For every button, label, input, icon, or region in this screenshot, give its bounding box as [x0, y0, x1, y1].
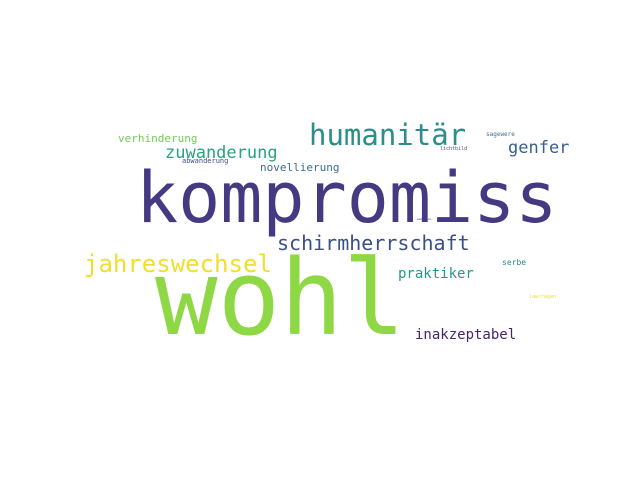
word-lawrragen: lawrragen	[529, 294, 557, 300]
word-empreeen: empreeen	[417, 217, 432, 221]
word-lichtbild: lichtbild	[440, 146, 468, 152]
word-zuwanderung: zuwanderung	[165, 143, 278, 163]
word-abwanderung: abwanderung	[182, 157, 229, 165]
word-sagewere: sagewere	[486, 131, 515, 138]
word-kompromiss: kompromiss	[136, 157, 558, 239]
word-verhinderung: verhinderung	[118, 132, 198, 145]
word-novellierung: novellierung	[260, 161, 340, 174]
word-wohl: wohl	[155, 237, 406, 359]
word-humanitaer: humanitär	[309, 118, 467, 152]
word-serbe: serbe	[502, 258, 527, 267]
word-praktiker: praktiker	[398, 266, 474, 282]
word-genfer: genfer	[508, 138, 570, 158]
word-jahreswechsel: jahreswechsel	[84, 250, 272, 278]
word-schirmherrschaft: schirmherrschaft	[277, 231, 470, 255]
word-inakzeptabel: inakzeptabel	[415, 327, 517, 343]
